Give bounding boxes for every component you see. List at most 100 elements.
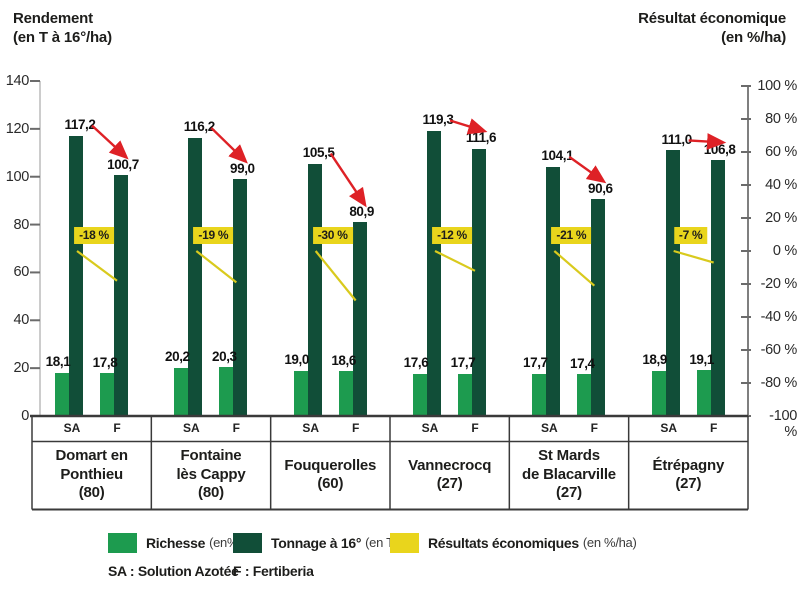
bar-sublabel-sa: SA [421, 421, 439, 435]
bar-richesse-sa [174, 367, 189, 416]
value-label-tonnage-sa: 116,2 [183, 119, 215, 135]
bar-richesse-sa [55, 372, 69, 416]
right-axis-tick-label: 80 % [765, 111, 797, 127]
category-label-line: Fouquerolles [284, 456, 377, 474]
category-label-line: (80) [78, 484, 105, 502]
legend-label-richesse: Richesse [146, 534, 206, 551]
bar-sublabel-f: F [351, 421, 360, 435]
category-label-line: Fontaine [180, 447, 242, 465]
bar-tonnage-f [352, 222, 367, 416]
value-label-richesse-f: 17,8 [92, 354, 118, 370]
left-axis-tick-label: 60 [13, 264, 29, 281]
bar-sublabel-f: F [471, 421, 479, 435]
right-axis-tick-label: -60 % [760, 342, 798, 358]
bar-richesse-f [100, 373, 114, 416]
value-label-tonnage-sa: 105,5 [302, 145, 335, 161]
economic-result-line [434, 250, 476, 272]
decline-arrow [210, 127, 248, 164]
right-axis-title-line2: (en %/ha) [721, 29, 786, 46]
value-label-richesse-sa: 19,0 [284, 352, 309, 368]
bar-richesse-f [338, 371, 353, 416]
bar-sublabel-sa: SA [63, 421, 81, 435]
left-axis-tick-label: 0 [21, 408, 29, 424]
category-label-line: (27) [556, 484, 582, 502]
economic-result-label: -12 % [432, 227, 472, 244]
legend-item-economique: Résultats économiques (en %/ha) [390, 532, 637, 553]
decline-arrow [91, 124, 129, 160]
value-label-richesse-sa: 20,2 [164, 349, 190, 365]
right-axis-tick-label: -100 % [769, 408, 797, 440]
bar-tonnage-sa [427, 130, 441, 416]
category-label: Étrépagny (27) [629, 442, 748, 508]
economic-result-line [314, 250, 357, 302]
left-axis-tick-label: 120 [5, 120, 30, 137]
economique-swatch [390, 532, 419, 553]
bar-richesse-sa [413, 373, 427, 416]
bar-richesse-sa [532, 373, 547, 416]
bar-sublabel-sa: SA [660, 421, 677, 435]
bar-tonnage-f [114, 175, 128, 416]
abbr-solution-azotee: SA : Solution Azotée [108, 563, 239, 579]
bar-tonnage-f [710, 160, 725, 416]
right-axis-tick-label: -80 % [760, 375, 798, 391]
legend-label-economique: Résultats économiques [428, 534, 579, 551]
value-label-richesse-sa: 17,6 [403, 355, 429, 371]
category-label-line: (60) [317, 475, 344, 492]
left-axis-tick-label: 40 [13, 312, 29, 329]
value-label-richesse-f: 17,4 [569, 355, 595, 371]
category-label-line: Ponthieu [60, 465, 123, 483]
bar-richesse-f [696, 370, 711, 416]
bar-sublabel-f: F [709, 421, 718, 435]
bar-richesse-sa [651, 370, 666, 416]
category-label-line: St Mards [538, 447, 600, 465]
bar-sublabel-f: F [590, 421, 598, 435]
bar-sublabel-sa: SA [540, 421, 558, 435]
bar-richesse-f [458, 373, 472, 416]
legend-item-tonnage: Tonnage à 16° (en T/ha) [233, 532, 415, 553]
left-axis-tick-label: 140 [5, 73, 30, 89]
richesse-swatch [108, 532, 137, 553]
category-label: Domart en Ponthieu (80) [32, 442, 151, 508]
right-axis-tick-label: 0 % [772, 243, 797, 259]
tonnage-swatch [233, 532, 262, 553]
decline-arrow [449, 118, 488, 135]
left-axis-title-line1: Rendement [13, 10, 93, 27]
legend-item-richesse: Richesse (en%) [108, 532, 243, 553]
right-axis-tick-label: -20 % [760, 276, 798, 292]
value-label-tonnage-f: 100,7 [107, 156, 139, 172]
category-label: Fouquerolles (60) [271, 442, 390, 508]
category-label-line: Domart en [55, 447, 128, 465]
bar-tonnage-sa [69, 135, 83, 416]
bar-tonnage-f [472, 148, 486, 416]
abbr-fertiberia: F : Fertiberia [233, 563, 314, 579]
value-label-tonnage-sa: 104,1 [541, 148, 574, 164]
economic-result-label: -30 % [312, 227, 353, 244]
economic-result-label: -21 % [551, 227, 592, 244]
left-axis-tick-label: 20 [13, 360, 29, 377]
right-axis-tick-label: 100 % [757, 78, 797, 94]
category-label-line: lès Cappy [176, 465, 246, 483]
value-label-richesse-sa: 17,7 [522, 355, 548, 371]
bar-tonnage-f [591, 199, 606, 416]
category-label: St Mards de Blacarville (27) [509, 442, 628, 508]
category-label-line: Étrépagny [652, 456, 725, 474]
value-label-tonnage-f: 90,6 [587, 180, 613, 196]
value-label-tonnage-sa: 111,0 [661, 131, 693, 147]
value-label-richesse-f: 20,3 [211, 348, 237, 364]
right-axis-title: Résultat économique (en %/ha) [638, 9, 786, 47]
value-label-richesse-f: 17,7 [450, 355, 476, 371]
economic-result-line [553, 250, 596, 287]
bar-tonnage-sa [188, 137, 203, 416]
economic-result-label: -7 % [673, 227, 708, 244]
category-label: Vannecrocq (27) [390, 442, 509, 508]
bar-richesse-f [219, 367, 234, 416]
bar-sublabel-f: F [232, 421, 240, 435]
value-label-tonnage-f: 80,9 [349, 203, 374, 219]
decline-arrow [688, 133, 727, 150]
category-label-line: (27) [675, 475, 702, 492]
economic-result-line [195, 250, 238, 284]
value-label-tonnage-sa: 117,2 [64, 117, 96, 133]
legend-unit-economique: (en %/ha) [582, 535, 637, 550]
value-label-tonnage-f: 111,6 [465, 130, 497, 146]
